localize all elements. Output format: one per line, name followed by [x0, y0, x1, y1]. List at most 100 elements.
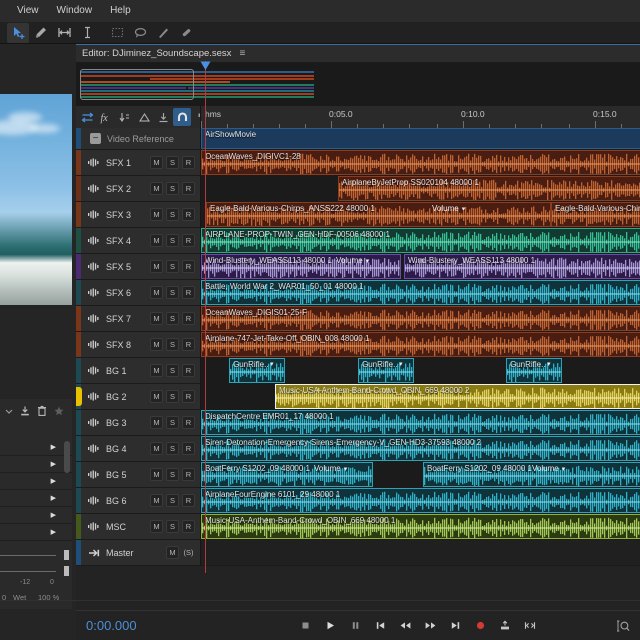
- track-lane[interactable]: OceanWaves_DIGIVC1-28: [200, 150, 640, 175]
- play-button[interactable]: [323, 619, 337, 633]
- track-lane[interactable]: AIRPLANE-PROP-TWIN_GEN-HDF-00506 48000 1: [200, 228, 640, 253]
- chevron-down-icon[interactable]: ▾: [399, 361, 403, 368]
- chevron-down-icon[interactable]: ▾: [547, 361, 551, 368]
- track-header-sfx-4[interactable]: SFX 4 M S R: [76, 228, 200, 253]
- snapping-magnet-icon[interactable]: [173, 108, 191, 126]
- track-mute-button[interactable]: M: [150, 234, 163, 247]
- track-solo-button[interactable]: S: [166, 234, 179, 247]
- track-arm-record-button[interactable]: R: [182, 442, 195, 455]
- effects-scrollbar[interactable]: [64, 441, 70, 473]
- pause-button[interactable]: [348, 619, 362, 633]
- track-solo-button[interactable]: S: [166, 312, 179, 325]
- track-arm-record-button[interactable]: R: [182, 494, 195, 507]
- track-lane[interactable]: BoatFerry S1202_09 48000 1 Volume ▾ Boat…: [200, 462, 640, 487]
- track-mute-button[interactable]: M: [150, 208, 163, 221]
- clip-volume-control[interactable]: Volume ▾: [432, 204, 465, 213]
- audio-clip[interactable]: AIRPLANE-PROP-TWIN_GEN-HDF-00506 48000 1: [201, 228, 640, 253]
- menu-window[interactable]: Window: [56, 5, 93, 16]
- audio-clip[interactable]: BoatFerry S1202_09 48000 1 Volume ▾: [423, 462, 640, 487]
- track-mute-button[interactable]: M: [150, 416, 163, 429]
- effect-slot[interactable]: ▶: [0, 473, 72, 490]
- fx-icon[interactable]: fx: [97, 108, 115, 126]
- skip-selection-button[interactable]: [523, 619, 537, 633]
- track-arm-record-button[interactable]: R: [182, 286, 195, 299]
- stop-button[interactable]: [298, 619, 312, 633]
- audio-clip[interactable]: Siren-Detonation-Emergency-Sirens-Emerge…: [201, 436, 640, 461]
- track-mute-button[interactable]: M: [150, 468, 163, 481]
- chevron-down-icon[interactable]: ▾: [561, 465, 566, 473]
- routing-icon[interactable]: [78, 108, 96, 126]
- track-lane[interactable]: [200, 540, 640, 565]
- audio-clip[interactable]: Eagle-Bald-Various-Chirps,: [551, 202, 640, 227]
- editor-tab-title[interactable]: Editor: DJiminez_Soundscape.sesx: [82, 48, 232, 59]
- track-arm-record-button[interactable]: R: [182, 156, 195, 169]
- zoom-icon[interactable]: [616, 619, 630, 633]
- effect-slot[interactable]: ▶: [0, 507, 72, 524]
- clip-volume-control[interactable]: ▾: [399, 360, 403, 368]
- audio-clip[interactable]: AirplaneFourEngine 6101_29 48000 1: [201, 488, 640, 513]
- track-arm-record-button[interactable]: R: [182, 208, 195, 221]
- audio-clip[interactable]: AirplaneByJetProp SS020104 48000 1: [338, 176, 640, 201]
- track-lane[interactable]: DispatchCentre EMR01_17 48000 1: [200, 410, 640, 435]
- track-mute-button[interactable]: M: [150, 364, 163, 377]
- track-header-bg-3[interactable]: BG 3 M S R: [76, 410, 200, 435]
- clip-volume-control[interactable]: ▾: [547, 360, 551, 368]
- audio-clip[interactable]: Music-USA-Anthem-Band-Crowd_OBIN_669 480…: [201, 514, 640, 539]
- track-arm-record-button[interactable]: R: [182, 182, 195, 195]
- navigator-viewport-handle[interactable]: [80, 69, 194, 100]
- track-solo-button[interactable]: S: [166, 494, 179, 507]
- track-header-bg-6[interactable]: BG 6 M S R: [76, 488, 200, 513]
- chevron-down-icon[interactable]: ▾: [461, 205, 466, 213]
- track-header-bg-4[interactable]: BG 4 M S R: [76, 436, 200, 461]
- clip-volume-control[interactable]: Volume ▾: [532, 464, 565, 473]
- marquee-selection-tool-icon[interactable]: [106, 23, 128, 43]
- audio-clip[interactable]: DispatchCentre EMR01_17 48000 1: [201, 410, 640, 435]
- delete-icon[interactable]: [36, 405, 48, 419]
- audio-clip[interactable]: Battle, World War 2_WAR01_50_01 48000 1: [201, 280, 640, 305]
- track-lane[interactable]: Music-USA-Anthem-Band-Crowd_OBIN_669 480…: [200, 384, 640, 409]
- track-solo-button[interactable]: S: [166, 364, 179, 377]
- fast-forward-button[interactable]: [423, 619, 437, 633]
- track-arm-record-button[interactable]: R: [182, 260, 195, 273]
- track-solo-button[interactable]: S: [166, 442, 179, 455]
- favorite-star-icon[interactable]: [53, 405, 65, 419]
- effect-slot[interactable]: ▶: [0, 490, 72, 507]
- track-header-sfx-6[interactable]: SFX 6 M S R: [76, 280, 200, 305]
- razor-tool-icon[interactable]: [30, 23, 52, 43]
- track-arm-record-button[interactable]: R: [182, 364, 195, 377]
- import-icon[interactable]: [19, 405, 31, 419]
- track-header-msc[interactable]: MSC M S R: [76, 514, 200, 539]
- chevron-down-icon[interactable]: ▾: [343, 465, 348, 473]
- collapse-icon[interactable]: −: [90, 133, 101, 144]
- track-solo-button[interactable]: S: [166, 416, 179, 429]
- track-solo-button[interactable]: S: [166, 182, 179, 195]
- skip-to-end-button[interactable]: [448, 619, 462, 633]
- audio-clip[interactable]: Wind-Blustery_WEASS113 48000 1: [404, 254, 640, 279]
- panel-menu-icon[interactable]: ≡: [239, 48, 246, 59]
- video-reference-row[interactable]: − Video Reference: [76, 128, 200, 149]
- master-mute-button[interactable]: M: [166, 546, 179, 559]
- audio-clip[interactable]: GunRifle.. ▾: [229, 358, 285, 383]
- time-selection-tool-icon[interactable]: [76, 23, 98, 43]
- effect-slot[interactable]: ▶: [0, 439, 72, 456]
- track-solo-button[interactable]: S: [166, 390, 179, 403]
- keyframe-icon[interactable]: [116, 108, 134, 126]
- track-header-sfx-1[interactable]: SFX 1 M S R: [76, 150, 200, 175]
- slip-tool-icon[interactable]: [53, 23, 75, 43]
- playhead-handle[interactable]: [200, 61, 211, 72]
- track-arm-record-button[interactable]: R: [182, 338, 195, 351]
- track-solo-button[interactable]: S: [166, 520, 179, 533]
- effect-slot[interactable]: ▶: [0, 524, 72, 541]
- move-tool-icon[interactable]: [7, 22, 29, 43]
- track-mute-button[interactable]: M: [150, 442, 163, 455]
- track-mute-button[interactable]: M: [150, 390, 163, 403]
- track-mute-button[interactable]: M: [150, 286, 163, 299]
- track-lane[interactable]: OceanWaves_DIGIS01-25-F: [200, 306, 640, 331]
- playhead-timecode[interactable]: 0:00.000: [86, 618, 137, 633]
- track-lane[interactable]: AirplaneFourEngine 6101_29 48000 1: [200, 488, 640, 513]
- track-lane[interactable]: Battle, World War 2_WAR01_50_01 48000 1: [200, 280, 640, 305]
- clip-volume-control[interactable]: Volume ▾: [336, 256, 369, 265]
- track-arm-record-button[interactable]: R: [182, 234, 195, 247]
- paintbrush-selection-tool-icon[interactable]: [152, 23, 174, 43]
- track-header-master[interactable]: Master M (S): [76, 540, 200, 565]
